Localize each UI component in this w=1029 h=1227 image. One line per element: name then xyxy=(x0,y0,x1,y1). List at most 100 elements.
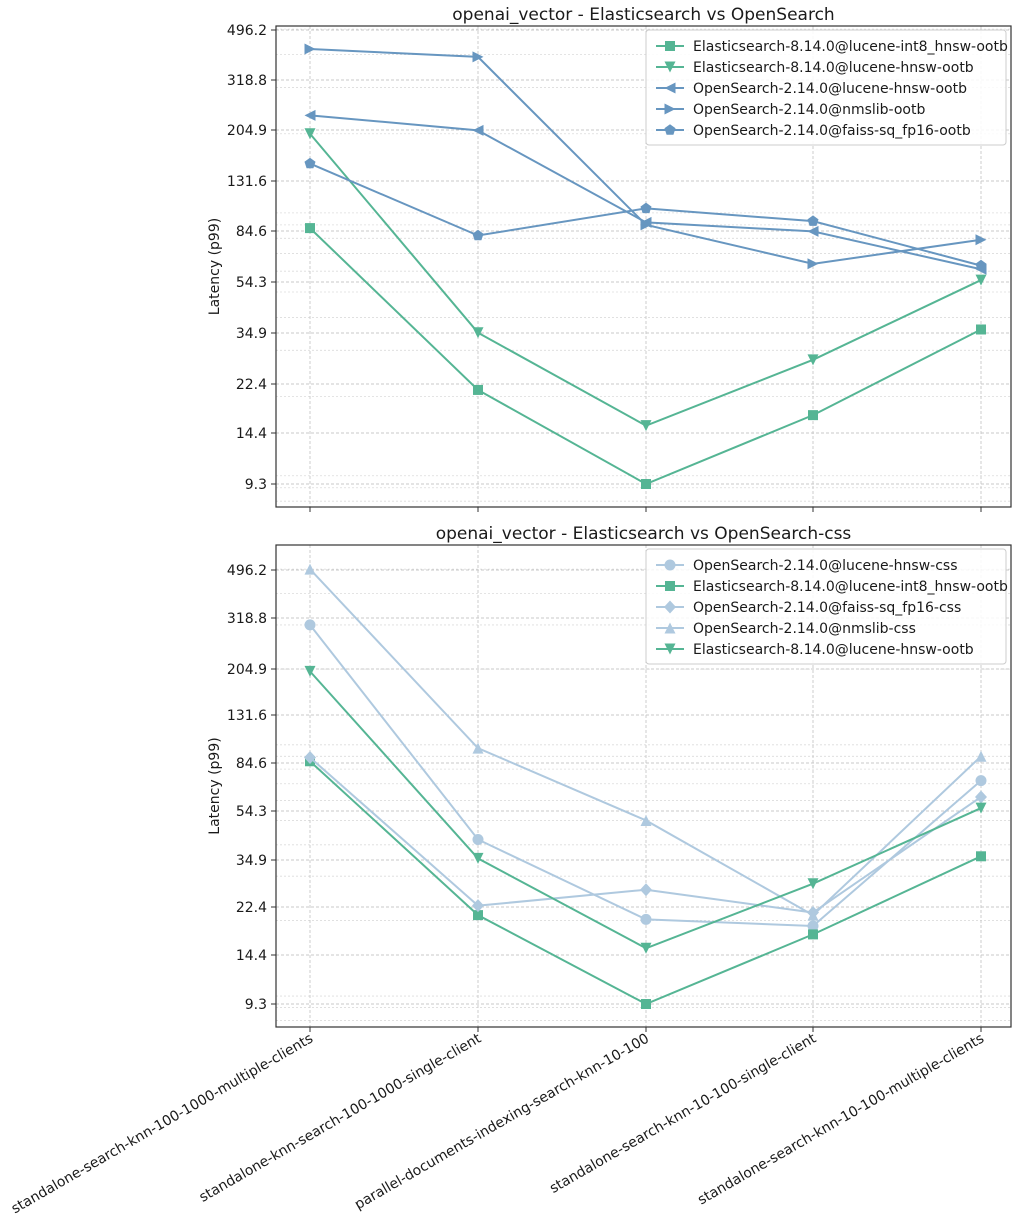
legend-entry: Elasticsearch-8.14.0@lucene-hnsw-ootb xyxy=(656,642,974,658)
data-point xyxy=(640,883,652,897)
y-tick-label: 34.9 xyxy=(236,853,267,869)
x-tick-label: standalone-search-knn-10-100-single-clie… xyxy=(547,1030,819,1196)
data-point xyxy=(975,234,987,246)
series-opensearch-2-14-0-faiss-sq-fp16-css xyxy=(304,751,987,920)
x-tick-label: standalone-search-knn-100-1000-multiple-… xyxy=(9,1031,316,1218)
y-tick-label: 204.9 xyxy=(227,662,267,678)
y-tick-label: 22.4 xyxy=(236,900,267,916)
data-point xyxy=(975,750,987,762)
data-point xyxy=(305,223,315,234)
data-point xyxy=(472,852,484,864)
series-line xyxy=(309,162,982,267)
data-point xyxy=(472,51,484,63)
data-point xyxy=(976,324,986,335)
chart-title: openai_vector - Elasticsearch vs OpenSea… xyxy=(436,524,852,544)
data-point xyxy=(304,751,316,765)
data-point xyxy=(641,999,651,1009)
legend-marker xyxy=(664,82,676,94)
plot-frame xyxy=(275,544,1012,1028)
legend-box xyxy=(645,548,1007,665)
x-axis-labels: standalone-search-knn-100-1000-multiple-… xyxy=(9,1030,987,1217)
data-point xyxy=(640,913,652,925)
legend-label: OpenSearch-2.14.0@lucene-hnsw-ootb xyxy=(693,81,967,97)
legend-label: Elasticsearch-8.14.0@lucene-int8_hnsw-oo… xyxy=(693,39,1008,55)
legend-label: Elasticsearch-8.14.0@lucene-hnsw-ootb xyxy=(693,60,974,76)
data-point xyxy=(807,920,819,932)
data-point xyxy=(304,157,316,169)
legend-entry: OpenSearch-2.14.0@nmslib-css xyxy=(656,621,916,637)
legend-marker xyxy=(664,600,676,614)
x-tick-label: parallel-documents-indexing-search-knn-1… xyxy=(352,1031,652,1213)
legend-marker xyxy=(664,103,676,115)
legend-entry: OpenSearch-2.14.0@nmslib-ootb xyxy=(656,102,925,118)
legend-label: OpenSearch-2.14.0@faiss-sq_fp16-ootb xyxy=(693,123,971,139)
legend-entry: Elasticsearch-8.14.0@lucene-hnsw-ootb xyxy=(656,60,974,76)
data-point xyxy=(472,124,484,136)
y-tick-label: 9.3 xyxy=(245,997,267,1013)
series-line xyxy=(309,760,982,1006)
y-tick-label: 22.4 xyxy=(236,377,267,393)
legend-entry: Elasticsearch-8.14.0@lucene-int8_hnsw-oo… xyxy=(656,39,1008,55)
data-point xyxy=(472,742,484,754)
legend-marker xyxy=(665,41,675,51)
legend-label: OpenSearch-2.14.0@lucene-hnsw-css xyxy=(693,558,958,574)
data-point xyxy=(641,479,651,489)
legend-label: OpenSearch-2.14.0@nmslib-ootb xyxy=(693,102,925,118)
data-point xyxy=(304,619,316,631)
y-tick-label: 318.8 xyxy=(227,611,267,627)
y-tick-label: 54.3 xyxy=(236,804,267,820)
legend-entry: OpenSearch-2.14.0@lucene-hnsw-css xyxy=(656,558,958,574)
data-point xyxy=(473,910,483,921)
series-opensearch-2-14-0-nmslib-ootb xyxy=(304,43,987,270)
legend-marker xyxy=(665,581,675,591)
legend-label: OpenSearch-2.14.0@faiss-sq_fp16-css xyxy=(693,600,961,616)
data-point xyxy=(807,878,819,890)
chart-panel-2: 9.3 14.4 22.4 34.9 54.3 84.6 131.6 204.9 318.8 49… xyxy=(207,524,1012,1032)
data-point xyxy=(304,563,316,575)
y-tick-label: 496.2 xyxy=(227,563,267,579)
data-point xyxy=(807,258,819,270)
chart-title: openai_vector - Elasticsearch vs OpenSea… xyxy=(452,5,834,25)
y-axis-label: Latency (p99) xyxy=(207,737,223,834)
data-point xyxy=(304,109,316,121)
data-point xyxy=(975,274,987,286)
series-line xyxy=(309,227,982,486)
x-tick-label: standalone-search-knn-10-100-multiple-cl… xyxy=(695,1031,987,1209)
data-point xyxy=(807,354,819,366)
legend-entry: Elasticsearch-8.14.0@lucene-int8_hnsw-oo… xyxy=(656,579,1008,595)
legend-marker xyxy=(664,643,676,655)
plot-frame xyxy=(275,25,1012,508)
legend-label: Elasticsearch-8.14.0@lucene-hnsw-ootb xyxy=(693,642,974,658)
y-tick-label: 9.3 xyxy=(245,477,267,493)
y-tick-label: 34.9 xyxy=(236,326,267,342)
data-point xyxy=(472,833,484,845)
x-tick-label: standalone-knn-search-100-1000-single-cl… xyxy=(197,1030,485,1205)
series-opensearch-2-14-0-faiss-sq-fp16-ootb xyxy=(304,157,987,271)
data-point xyxy=(975,775,987,787)
data-point xyxy=(304,665,316,677)
data-point xyxy=(975,802,987,814)
data-point xyxy=(640,202,652,214)
legend: Elasticsearch-8.14.0@lucene-int8_hnsw-oo… xyxy=(645,29,1008,146)
y-tick-label: 131.6 xyxy=(227,708,267,724)
data-point xyxy=(976,851,986,862)
data-point xyxy=(640,219,652,231)
legend-marker xyxy=(664,622,676,634)
data-point xyxy=(304,128,316,140)
data-point xyxy=(472,327,484,339)
y-tick-label: 318.8 xyxy=(227,73,267,89)
legend-entry: OpenSearch-2.14.0@faiss-sq_fp16-ootb xyxy=(656,123,971,139)
y-axis-label: Latency (p99) xyxy=(207,218,223,315)
y-tick-label: 204.9 xyxy=(227,123,267,139)
legend-marker xyxy=(664,61,676,73)
data-point xyxy=(640,942,652,954)
legend-label: Elasticsearch-8.14.0@lucene-int8_hnsw-oo… xyxy=(693,579,1008,595)
data-point xyxy=(975,259,987,271)
y-tick-label: 131.6 xyxy=(227,174,267,190)
legend-marker xyxy=(664,559,676,571)
data-point xyxy=(304,43,316,55)
series-opensearch-2-14-0-lucene-hnsw-css xyxy=(304,619,987,932)
series-elasticsearch-8-14-0-lucene-hnsw-ootb xyxy=(304,128,987,432)
y-tick-label: 84.6 xyxy=(236,756,267,772)
